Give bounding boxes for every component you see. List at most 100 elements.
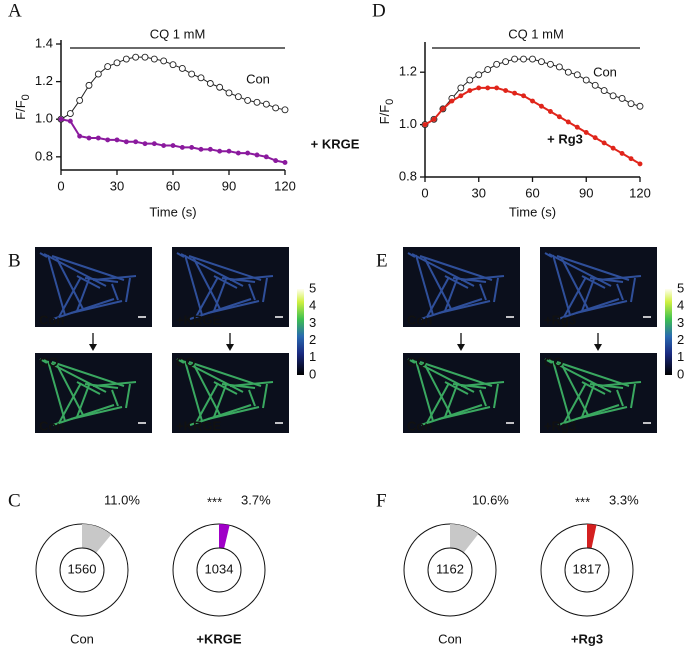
cell-process: [176, 358, 185, 364]
donut-slice: [587, 524, 597, 549]
colorbar-tick-label: 1: [677, 349, 684, 364]
data-point: [502, 58, 510, 66]
arrow-head: [89, 344, 97, 351]
x-tick-label: 90: [579, 185, 593, 200]
cell-process: [248, 389, 256, 407]
cell-process: [184, 254, 203, 316]
cell-process: [188, 361, 262, 387]
data-point: [546, 60, 554, 68]
data-point: [262, 100, 270, 108]
cell-process: [419, 255, 493, 281]
x-tick-label: 60: [166, 178, 180, 193]
data-point: [123, 139, 129, 145]
value-label: 3.3%: [609, 492, 639, 507]
donut-slice: [219, 524, 230, 549]
colorbar-tick-label: 5: [309, 280, 316, 295]
colorbar-tick-label: 2: [677, 332, 684, 347]
y-tick-label: 1.0: [399, 116, 417, 131]
cell-process: [552, 254, 571, 316]
cell-process: [192, 362, 221, 416]
cell-process: [229, 381, 274, 387]
annotation: CQ 1 mM: [150, 26, 206, 41]
data-point: [281, 106, 289, 114]
annotation: CQ 1 mM: [508, 26, 564, 41]
data-point: [217, 148, 223, 154]
data-point: [422, 122, 428, 128]
y-axis-label-main: F/F: [377, 105, 392, 125]
panel-letter: E: [376, 250, 388, 271]
cell-process: [544, 358, 553, 364]
cell-process: [39, 252, 48, 258]
data-point: [67, 118, 73, 124]
data-point: [263, 154, 269, 160]
data-point: [458, 93, 464, 99]
cell-process: [630, 383, 636, 409]
cell-process: [597, 275, 642, 281]
data-point: [564, 68, 572, 76]
cell-process: [552, 360, 571, 422]
x-axis-label: Time (s): [509, 204, 556, 219]
cell-process: [47, 360, 66, 422]
tile-label: +KRGE: [176, 312, 221, 327]
data-point: [475, 71, 483, 79]
colorbar-tick-label: 1: [309, 349, 316, 364]
cell-process: [111, 389, 119, 407]
data-point: [521, 93, 526, 99]
x-tick-label: 120: [274, 178, 296, 193]
cell-process: [415, 254, 434, 316]
x-tick-label: 60: [525, 185, 539, 200]
cell-process: [176, 252, 185, 258]
data-point: [466, 76, 474, 84]
treatment-label: CQ: [544, 354, 564, 369]
data-point: [197, 74, 205, 82]
x-tick-label: 30: [472, 185, 486, 200]
value-label: 3.7%: [241, 492, 271, 507]
cell-process: [616, 389, 624, 407]
data-point: [485, 85, 491, 91]
x-tick-label: 90: [222, 178, 236, 193]
cell-process: [415, 360, 434, 422]
cell-process: [556, 361, 630, 387]
data-point: [244, 96, 252, 104]
cell-process: [125, 277, 131, 303]
y-tick-label: 0.8: [399, 168, 417, 183]
cell-process: [597, 381, 642, 387]
cell-process: [188, 255, 262, 281]
data-point: [628, 156, 634, 162]
cell-process: [262, 383, 268, 409]
cell-process: [125, 383, 131, 409]
data-point: [467, 88, 473, 93]
data-point: [142, 141, 148, 147]
cell-process: [92, 381, 137, 387]
total-count: 1817: [573, 561, 602, 576]
pie-label: +Rg3: [571, 631, 603, 646]
y-axis-label-sub: 0: [20, 94, 32, 100]
arrow-head: [226, 344, 234, 351]
panel-letter: F: [376, 490, 387, 511]
cell-process: [479, 389, 487, 407]
data-point: [556, 114, 562, 120]
significance: ***: [575, 494, 590, 509]
series-label: Con: [246, 71, 270, 86]
colorbar: [297, 289, 304, 375]
data-point: [94, 70, 102, 78]
data-point: [636, 102, 644, 110]
series-label: Con: [593, 64, 617, 79]
data-point: [618, 94, 626, 102]
cell-process: [460, 381, 505, 387]
cell-process: [189, 404, 252, 426]
data-point: [600, 87, 608, 94]
colorbar-tick-label: 0: [309, 366, 316, 381]
colorbar-tick-label: 2: [309, 332, 316, 347]
data-point: [104, 63, 112, 71]
cell-process: [207, 406, 260, 420]
donut-inner: [59, 547, 105, 593]
tile-label: Con: [39, 418, 64, 433]
cell-process: [47, 254, 66, 316]
data-point: [216, 83, 224, 91]
data-point: [151, 141, 157, 147]
donut-inner: [427, 547, 473, 593]
data-point: [95, 135, 101, 141]
data-point: [161, 143, 167, 149]
x-tick-label: 0: [57, 178, 64, 193]
